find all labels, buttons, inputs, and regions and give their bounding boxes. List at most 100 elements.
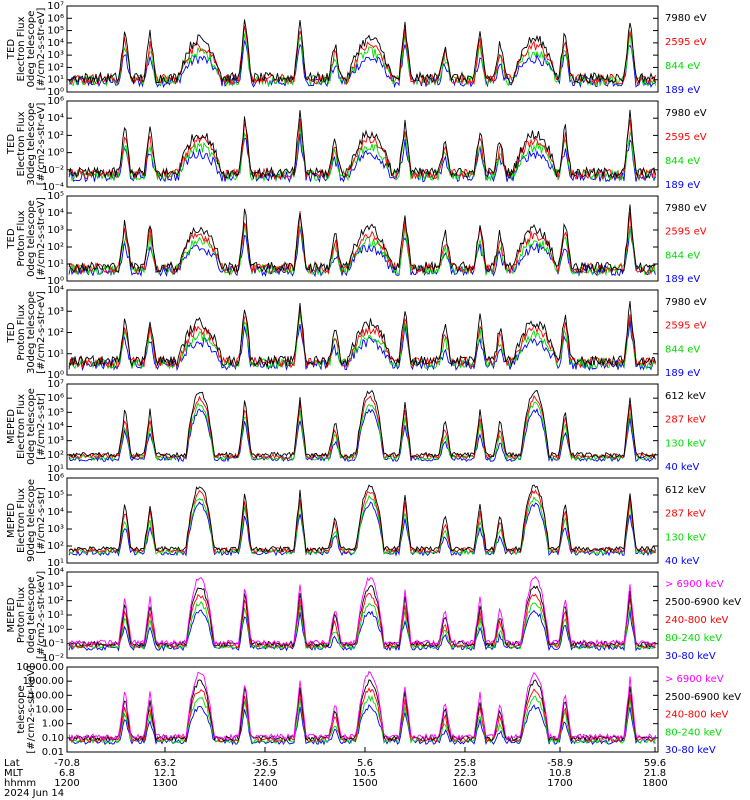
panel-frame xyxy=(66,5,659,93)
y-tick-label: 10³ xyxy=(47,306,64,317)
series-trace-1 xyxy=(68,300,656,368)
series-trace-5 xyxy=(69,703,656,746)
y-tick-label: 10² xyxy=(47,62,64,73)
legend-entry: 7980 eV xyxy=(665,203,707,214)
y-tick-label: 10⁷ xyxy=(47,1,64,12)
y-tick-label: 10⁶ xyxy=(47,96,64,107)
x-tick-label: 25.8 xyxy=(454,758,476,769)
y-tick-label: 10⁷ xyxy=(47,379,64,390)
y-axis-title-line: Proton Flux xyxy=(16,304,27,360)
y-axis-title-line: Electron Flux xyxy=(16,16,27,81)
y-tick-label: 10² xyxy=(47,541,64,552)
legend-entry: 844 eV xyxy=(665,344,700,355)
panel-frame xyxy=(66,195,659,282)
legend-entry: 2500-6900 keV xyxy=(665,597,741,608)
y-tick-label: 10⁵ xyxy=(47,191,64,202)
series-trace-3 xyxy=(68,401,656,462)
legend-entry: 844 eV xyxy=(665,156,700,167)
y-axis-title-line: [#/cm2-s-str-eV] xyxy=(36,291,47,374)
y-tick-label: 10⁴ xyxy=(47,113,64,124)
series-trace-3 xyxy=(68,30,656,87)
y-tick-label: 10⁴ xyxy=(47,208,64,219)
y-tick-label: 10² xyxy=(47,596,64,607)
y-tick-label: 10³ xyxy=(47,436,64,447)
x-tick-label: 5.6 xyxy=(357,758,373,769)
x-tick-label: 21.8 xyxy=(644,768,666,779)
legend-entry: 844 eV xyxy=(665,250,700,261)
x-tick-label: 10.5 xyxy=(354,768,376,779)
y-tick-label: 10⁰ xyxy=(47,87,64,98)
y-tick-label: 10.00 xyxy=(35,705,64,716)
y-axis-title-line: Electron Flux xyxy=(16,394,27,459)
series-trace-1 xyxy=(68,204,656,274)
y-axis-title-line: [#/cm2-s-str-eV] xyxy=(36,8,47,91)
legend-entry: 287 keV xyxy=(665,509,706,520)
legend-entry: 40 keV xyxy=(665,556,699,567)
x-tick-label: 22.3 xyxy=(454,768,476,779)
series-trace-4 xyxy=(68,600,656,651)
y-tick-label: 10⁴ xyxy=(47,422,64,433)
panel-4: 10⁰ 10¹ 10² 10³ 10⁴ TED Proton Flux 30deg teles… xyxy=(6,285,707,381)
y-tick-label: 10⁵ xyxy=(47,490,64,501)
y-axis-title-line: Electron Flux xyxy=(16,111,27,176)
y-tick-label: 10² xyxy=(47,328,64,339)
series-trace-3 xyxy=(68,313,656,370)
legend-entry: 80-240 keV xyxy=(665,727,722,738)
legend-entry: 7980 eV xyxy=(665,13,707,24)
series-trace-1 xyxy=(68,575,656,647)
y-tick-label: 10⁻¹ xyxy=(42,639,64,650)
y-axis-title-line: 90deg telescope xyxy=(26,479,37,562)
y-tick-label: 10⁰ xyxy=(47,370,64,381)
legend-entry: 2595 eV xyxy=(665,227,707,238)
legend-entry: 844 eV xyxy=(665,61,700,72)
legend-entry: 80-240 keV xyxy=(665,633,722,644)
legend-entry: 130 keV xyxy=(665,438,706,449)
y-axis-title-line: Electron Flux xyxy=(16,488,27,553)
y-tick-label: 10² xyxy=(47,450,64,461)
y-tick-label: 10⁶ xyxy=(47,393,64,404)
y-axis-title-line: [#/cm2-s-str-eV] xyxy=(36,103,47,186)
series-trace-1 xyxy=(68,19,656,85)
series-trace-1 xyxy=(68,109,656,180)
y-tick-label: 10² xyxy=(47,130,64,141)
series-trace-2 xyxy=(68,118,656,181)
y-axis-title-line: MEPED xyxy=(6,597,17,632)
x-tick-label: 1800 xyxy=(642,778,667,789)
x-tick-label: 63.2 xyxy=(154,758,176,769)
y-tick-label: 10000.00 xyxy=(16,662,64,673)
y-tick-label: 10⁰ xyxy=(47,276,64,287)
y-axis-title-line: TED xyxy=(6,134,17,155)
legend-entry: 7980 eV xyxy=(665,108,707,119)
y-axis-title-line: Proton Flux xyxy=(16,587,27,643)
panel-7: 10⁻² 10⁻¹ 10⁰ 10¹ 10² 10³ 10⁴ MEPED Proton Flux 0… xyxy=(6,567,741,664)
panel-5: 10¹ 10² 10³ 10⁴ 10⁵ 10⁶ 10⁷ MEPED Electron Flux 0… xyxy=(6,379,706,475)
y-tick-label: 10⁻² xyxy=(42,653,64,664)
y-axis-title-line: MEPED xyxy=(6,503,17,538)
legend-entry: 7980 eV xyxy=(665,297,707,308)
y-axis-title-line: TED xyxy=(6,322,17,343)
y-axis-title-line: MEPED xyxy=(6,409,17,444)
legend-entry: 2500-6900 keV xyxy=(665,692,741,703)
x-tick-label: 12.1 xyxy=(154,768,176,779)
y-axis-title-line: [#/cm2-s-str-keV] xyxy=(36,571,47,659)
x-tick-label: 1700 xyxy=(547,778,572,789)
x-row-label: MLT xyxy=(4,768,24,779)
y-tick-label: 10¹ xyxy=(47,558,64,569)
legend-entry: > 6900 keV xyxy=(665,674,724,685)
y-tick-label: 10⁶ xyxy=(47,13,64,24)
series-trace-4 xyxy=(68,501,656,557)
y-axis-title-line: 0deg telescope xyxy=(26,11,37,88)
legend-entry: 612 keV xyxy=(665,485,706,496)
series-trace-1 xyxy=(68,484,656,554)
y-axis-title-line: [#/cm2-s-str] xyxy=(36,393,47,460)
y-tick-label: 10⁵ xyxy=(47,26,64,37)
y-axis-title-line: [#/cm2-s-str] xyxy=(36,487,47,554)
y-tick-label: 10¹ xyxy=(47,75,64,86)
legend-entry: > 6900 keV xyxy=(665,579,724,590)
y-tick-label: 10³ xyxy=(47,581,64,592)
y-tick-label: 10⁴ xyxy=(47,567,64,578)
legend-entry: 40 keV xyxy=(665,462,699,473)
x-tick-label: 10.8 xyxy=(549,768,571,779)
